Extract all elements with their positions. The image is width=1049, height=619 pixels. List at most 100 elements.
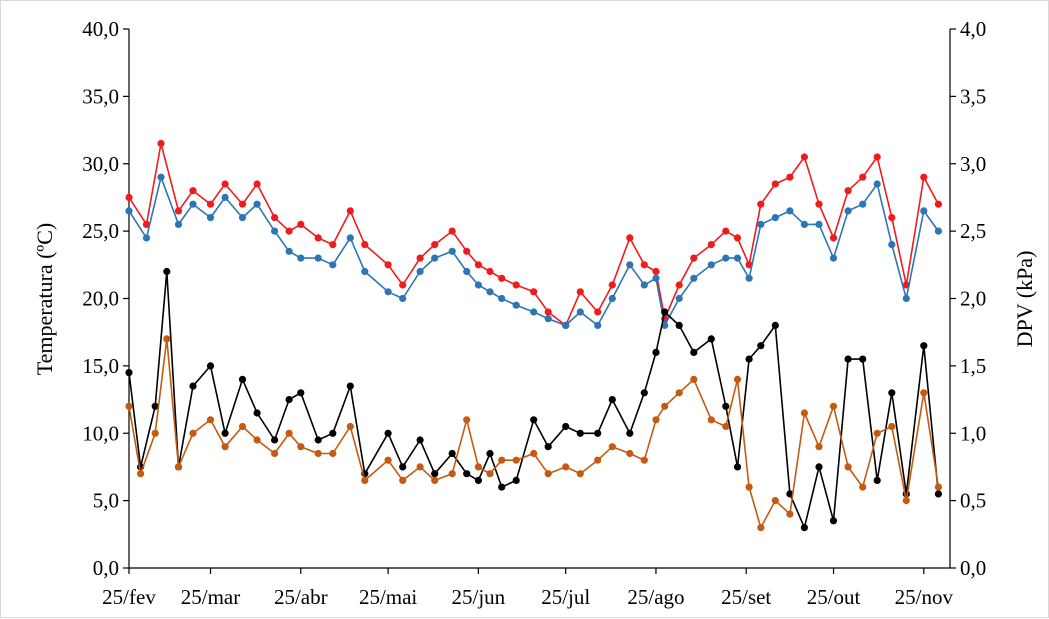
data-point — [399, 476, 407, 484]
data-point — [384, 456, 392, 464]
data-point — [329, 261, 337, 269]
data-point — [512, 456, 520, 464]
y2-tick-label: 3,5 — [960, 84, 986, 108]
data-point — [707, 241, 715, 249]
data-point — [271, 214, 279, 222]
data-point — [174, 207, 183, 215]
data-point — [271, 436, 279, 444]
series-0 — [125, 139, 943, 329]
y2-tick-label: 1,0 — [960, 421, 986, 445]
data-point — [142, 234, 151, 242]
data-point — [829, 254, 838, 262]
data-point — [399, 294, 407, 303]
data-point — [640, 389, 648, 397]
data-point — [771, 321, 779, 329]
data-point — [512, 476, 520, 484]
data-point — [463, 470, 471, 478]
data-point — [530, 308, 538, 316]
data-point — [151, 402, 159, 410]
data-point — [771, 180, 779, 188]
data-point — [448, 449, 456, 458]
data-point — [221, 193, 229, 201]
data-point — [733, 254, 742, 262]
data-point — [800, 220, 809, 228]
data-point — [626, 429, 634, 437]
data-point — [474, 476, 482, 484]
data-point — [722, 422, 730, 431]
data-point — [640, 281, 648, 289]
data-point — [920, 389, 928, 397]
data-point — [285, 396, 293, 404]
data-point — [221, 443, 229, 451]
x-tick-label: 25/abr — [274, 585, 328, 609]
data-point — [498, 456, 506, 464]
data-point — [888, 241, 896, 249]
data-point — [707, 335, 715, 343]
data-point — [707, 261, 715, 269]
data-point — [800, 409, 809, 417]
data-point — [463, 416, 471, 424]
data-point — [163, 267, 171, 276]
data-point — [416, 436, 424, 444]
data-point — [157, 173, 165, 181]
data-point — [361, 241, 369, 249]
data-point — [474, 261, 482, 269]
data-point — [722, 402, 730, 410]
data-point — [486, 470, 494, 478]
data-point — [530, 449, 538, 458]
data-point — [399, 281, 407, 289]
data-point — [474, 281, 482, 289]
data-point — [920, 207, 928, 215]
data-point — [934, 200, 943, 208]
data-point — [675, 294, 683, 303]
data-point — [786, 510, 794, 518]
data-point — [253, 436, 261, 444]
data-point — [297, 254, 305, 262]
data-point — [576, 308, 584, 316]
data-point — [844, 207, 852, 215]
data-point — [530, 416, 538, 424]
data-point — [431, 241, 439, 249]
data-point — [902, 294, 910, 303]
data-point — [888, 214, 896, 222]
data-point — [562, 321, 570, 329]
data-point — [771, 497, 779, 505]
data-point — [594, 321, 602, 329]
data-point — [652, 416, 660, 424]
series-line — [128, 142, 940, 327]
data-point — [297, 389, 305, 397]
data-point — [486, 288, 494, 296]
data-point — [206, 200, 215, 208]
data-point — [733, 463, 742, 471]
data-point — [690, 254, 698, 262]
data-point — [384, 429, 392, 437]
data-point — [137, 470, 145, 478]
data-point — [859, 355, 867, 363]
data-point — [608, 281, 616, 289]
data-point — [722, 254, 730, 262]
data-point — [707, 416, 715, 424]
x-tick-label: 25/fev — [102, 585, 156, 609]
data-point — [873, 429, 881, 437]
data-point — [640, 456, 648, 464]
data-point — [675, 281, 683, 289]
data-point — [690, 274, 698, 282]
data-point — [576, 288, 584, 296]
data-point — [448, 247, 456, 255]
data-point — [125, 207, 133, 215]
data-point — [544, 443, 552, 451]
data-point — [815, 443, 823, 451]
x-tick-label: 25/jun — [452, 585, 506, 609]
data-point — [125, 193, 133, 201]
data-point — [873, 180, 881, 188]
data-point — [384, 261, 392, 269]
data-point — [652, 267, 660, 276]
data-point — [562, 463, 570, 471]
x-tick-label: 25/mar — [181, 585, 240, 609]
data-point — [361, 476, 369, 484]
data-point — [733, 375, 742, 383]
data-point — [608, 294, 616, 303]
data-point — [297, 220, 305, 228]
data-point — [314, 254, 322, 262]
